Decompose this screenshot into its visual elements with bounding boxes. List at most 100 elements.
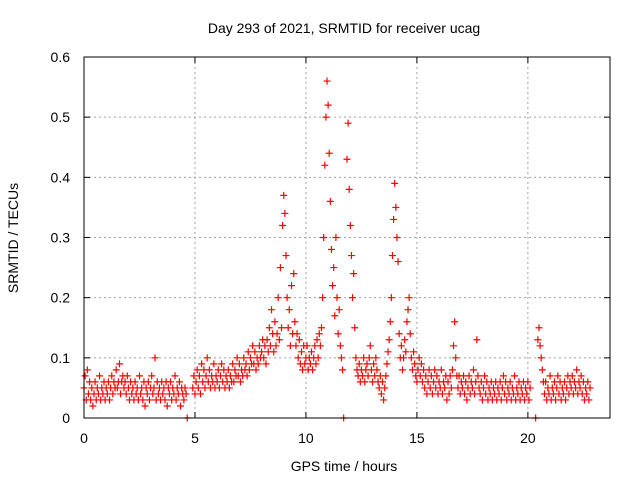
- data-point: [285, 306, 293, 314]
- data-point: [218, 360, 226, 368]
- data-point: [230, 378, 238, 386]
- data-point: [198, 360, 206, 368]
- data-point: [320, 234, 328, 241]
- data-point: [446, 372, 454, 380]
- data-point: [319, 294, 327, 302]
- data-point: [370, 360, 378, 368]
- data-point: [243, 372, 251, 380]
- data-point: [254, 360, 262, 368]
- data-point: [163, 402, 171, 410]
- data-point: [562, 396, 570, 404]
- data-point: [91, 378, 99, 386]
- data-point: [225, 384, 233, 392]
- data-point: [524, 378, 532, 386]
- data-point: [390, 215, 398, 223]
- data-point: [323, 77, 331, 85]
- data-point: [288, 282, 296, 290]
- data-point: [327, 246, 335, 254]
- data-point: [192, 378, 200, 386]
- data-point: [333, 294, 341, 302]
- data-point: [433, 372, 441, 380]
- data-point: [523, 390, 531, 398]
- data-point: [401, 336, 409, 344]
- data-point: [131, 378, 139, 386]
- data-point: [89, 402, 97, 410]
- data-point: [402, 348, 410, 356]
- data-point: [282, 252, 290, 260]
- data-point: [534, 336, 542, 344]
- data-point: [554, 372, 562, 380]
- data-point: [108, 372, 116, 380]
- data-point: [271, 318, 279, 326]
- data-point: [404, 306, 412, 314]
- data-point: [258, 348, 266, 356]
- data-point: [448, 366, 456, 374]
- data-point: [391, 179, 399, 187]
- data-point: [388, 252, 396, 260]
- data-point: [387, 294, 395, 302]
- data-point: [452, 354, 460, 362]
- data-point: [334, 330, 342, 338]
- data-point: [346, 221, 354, 229]
- data-point: [177, 402, 185, 410]
- data-point: [381, 384, 389, 392]
- data-point: [322, 113, 330, 121]
- data-point: [355, 360, 363, 368]
- data-point: [337, 354, 345, 362]
- data-point: [394, 258, 402, 266]
- data-point: [148, 372, 156, 380]
- y-tick-label: 0.3: [51, 230, 71, 246]
- data-point: [251, 348, 259, 356]
- data-point: [270, 348, 278, 356]
- data-point: [81, 372, 89, 380]
- data-point: [583, 390, 591, 398]
- data-point: [441, 384, 449, 392]
- data-point: [511, 372, 519, 380]
- data-point: [386, 318, 394, 326]
- data-point: [463, 396, 471, 404]
- data-point: [535, 324, 543, 332]
- data-point: [445, 390, 453, 398]
- data-point: [526, 384, 534, 392]
- data-point: [240, 354, 248, 362]
- data-point: [406, 330, 414, 338]
- data-point: [135, 372, 143, 380]
- data-point: [141, 402, 149, 410]
- data-point: [317, 324, 325, 332]
- data-point: [536, 342, 544, 350]
- data-point: [573, 366, 581, 374]
- data-point: [577, 372, 585, 380]
- data-point: [363, 360, 371, 368]
- data-point: [172, 396, 180, 404]
- data-point: [295, 336, 303, 344]
- data-point: [361, 378, 369, 386]
- data-point: [235, 360, 243, 368]
- data-point: [349, 294, 357, 302]
- y-tick-label: 0.1: [51, 350, 71, 366]
- data-point: [292, 342, 300, 350]
- data-point: [265, 324, 273, 332]
- data-point: [506, 378, 514, 386]
- data-point: [151, 354, 159, 362]
- data-point: [298, 348, 306, 356]
- y-tick-label: 0.4: [51, 169, 71, 185]
- data-point: [273, 330, 281, 338]
- data-point: [283, 294, 291, 302]
- data-point: [339, 366, 347, 374]
- data-point: [417, 360, 425, 368]
- data-point: [397, 342, 405, 350]
- data-point: [385, 336, 393, 344]
- data-point: [249, 342, 257, 350]
- data-point: [470, 366, 478, 374]
- data-point: [279, 221, 287, 229]
- data-point: [314, 354, 322, 362]
- data-point: [312, 360, 320, 368]
- data-points: [80, 77, 594, 422]
- data-point: [400, 354, 408, 362]
- data-point: [281, 209, 289, 217]
- data-point: [272, 342, 280, 350]
- y-tick-label: 0.6: [51, 49, 71, 65]
- data-point: [331, 312, 339, 320]
- data-point: [343, 155, 351, 163]
- data-point: [431, 366, 439, 374]
